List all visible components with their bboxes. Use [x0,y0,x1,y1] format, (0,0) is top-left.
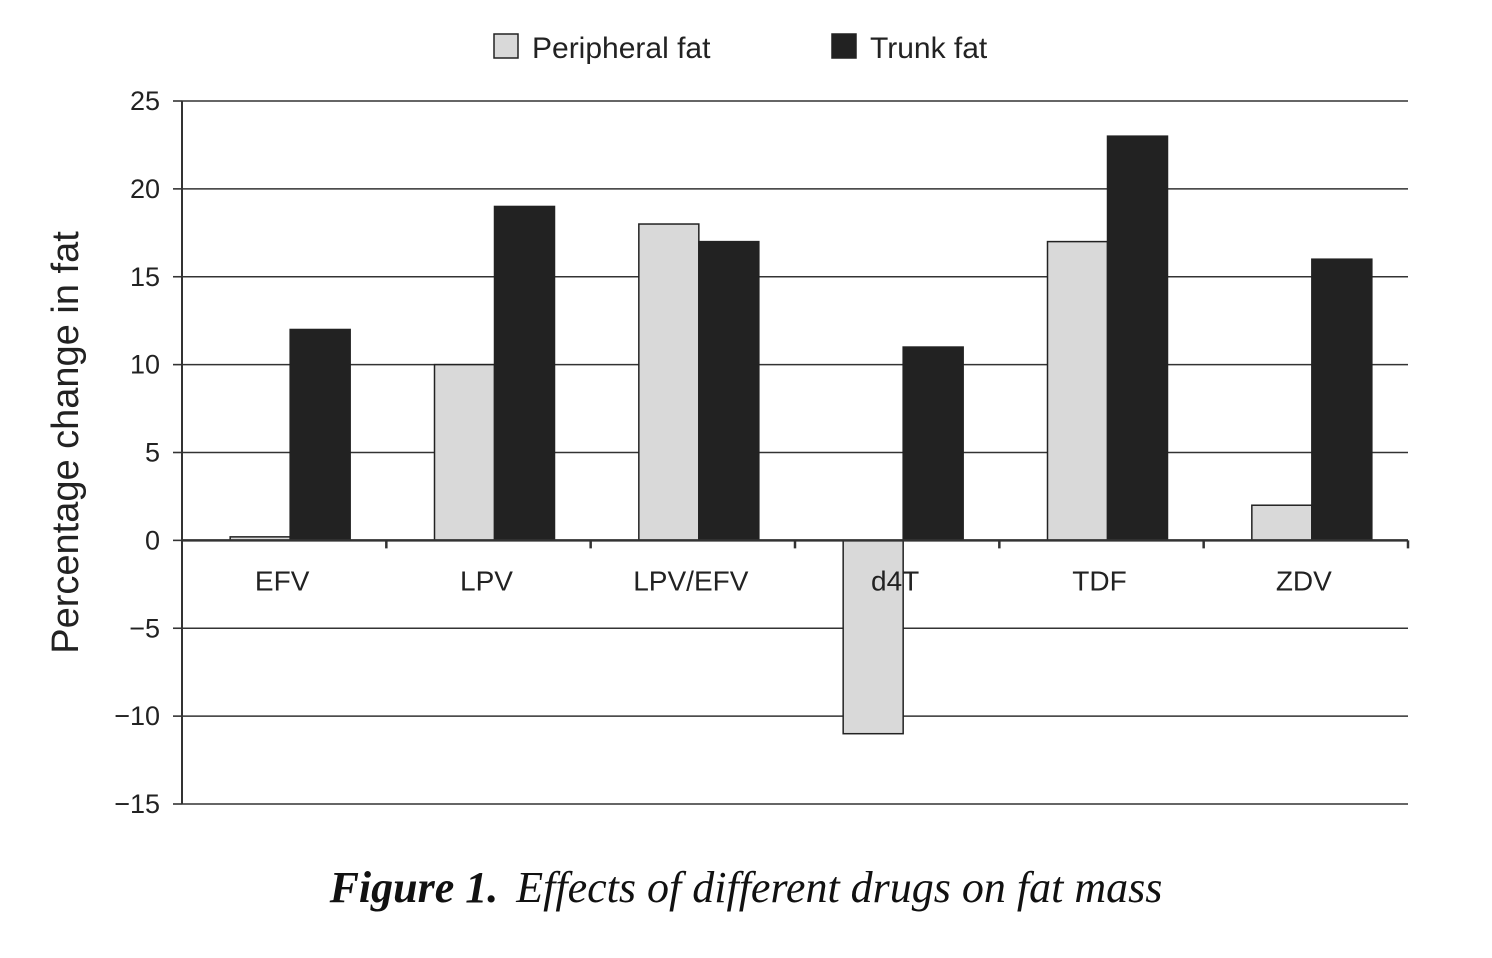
x-category-label: LPV [460,565,513,596]
legend-swatch [831,33,857,59]
bar-peripheral-fat [433,363,496,542]
x-category-label: LPV/EFV [633,565,748,596]
y-tick-label: 0 [145,525,160,555]
y-tick-label: 20 [130,174,160,204]
bar-peripheral-fat [638,223,700,542]
y-axis-label: Percentage change in fat [45,231,87,654]
x-category-label: EFV [255,565,310,596]
bar-trunk-fat [289,328,351,542]
bar-chart: 25 20 15 10 5 0 −5 −10 −15 Percentage change in f… [45,32,1410,819]
legend-label: Trunk fat [870,32,988,65]
x-category-label: TDF [1072,565,1126,596]
legend-label: Peripheral fat [532,32,711,65]
y-tick-label: −10 [114,701,160,731]
y-tick-label: 15 [130,262,160,292]
x-category-label: d4T [871,565,919,596]
bar-peripheral-fat [1251,504,1313,542]
bar-trunk-fat [902,346,964,542]
caption-text: Effects of different drugs on fat mass [516,863,1163,912]
x-category-label: ZDV [1276,565,1332,596]
caption-label: Figure 1. [329,863,499,912]
legend-swatch [493,33,519,59]
bar-trunk-fat [698,240,760,542]
y-tick-label: −15 [114,789,160,819]
bar-peripheral-fat [1046,240,1109,542]
y-tick-label: −5 [129,613,160,643]
bar-trunk-fat [1106,135,1169,542]
bar-trunk-fat [1311,258,1373,542]
figure-caption: Figure 1. Effects of different drugs on f… [0,862,1492,913]
bar-trunk-fat [493,205,556,542]
y-tick-label: 5 [145,438,160,468]
y-tick-label: 25 [130,86,160,116]
y-tick-label: 10 [130,350,160,380]
